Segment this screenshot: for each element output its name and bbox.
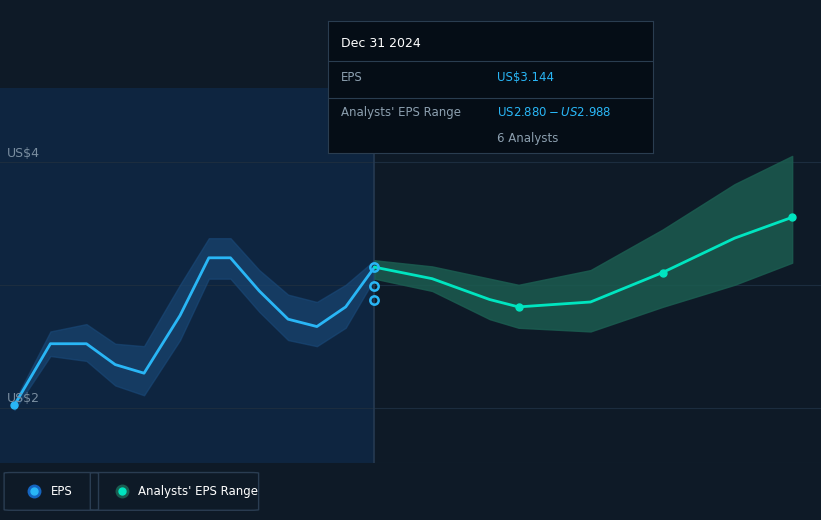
Text: Analysts Forecasts: Analysts Forecasts (380, 134, 490, 147)
Text: 6 Analysts: 6 Analysts (497, 132, 558, 145)
Text: US$4: US$4 (7, 147, 40, 160)
Text: EPS: EPS (51, 485, 72, 498)
Text: EPS: EPS (342, 71, 363, 84)
Text: Analysts' EPS Range: Analysts' EPS Range (138, 485, 258, 498)
Bar (0, 88, 374, 463)
Text: US$2: US$2 (7, 392, 40, 405)
Text: US$2.880 - US$2.988: US$2.880 - US$2.988 (497, 106, 612, 119)
Text: Actual: Actual (332, 134, 369, 147)
Text: US$3.144: US$3.144 (497, 71, 554, 84)
Text: Analysts' EPS Range: Analysts' EPS Range (342, 106, 461, 119)
Text: Dec 31 2024: Dec 31 2024 (342, 37, 421, 50)
